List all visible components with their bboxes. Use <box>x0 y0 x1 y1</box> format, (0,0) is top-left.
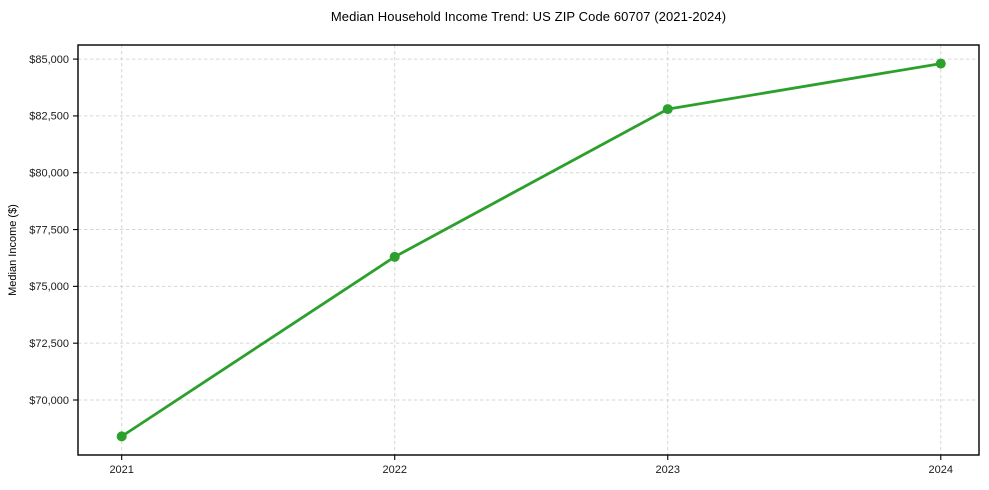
x-tick-label: 2024 <box>929 464 953 476</box>
grid-lines <box>78 45 979 455</box>
plot-border <box>77 44 980 456</box>
y-tick-label: $80,000 <box>29 168 69 180</box>
chart-title: Median Household Income Trend: US ZIP Co… <box>330 9 727 24</box>
y-tick-label: $85,000 <box>29 54 69 66</box>
data-point-marker <box>389 251 400 262</box>
y-tick-label: $75,000 <box>29 281 69 293</box>
x-tick-label: 2023 <box>656 464 680 476</box>
data-point-marker <box>935 58 946 69</box>
series-line <box>120 62 943 438</box>
x-tick-label: 2022 <box>382 464 406 476</box>
x-tick-label: 2021 <box>109 464 133 476</box>
y-tick-label: $70,000 <box>29 395 69 407</box>
axis-ticks <box>73 58 942 460</box>
y-tick-label: $77,500 <box>29 224 69 236</box>
y-tick-label: $82,500 <box>29 111 69 123</box>
data-point-marker <box>662 104 673 115</box>
data-point-marker <box>116 431 127 442</box>
y-tick-label: $72,500 <box>29 338 69 350</box>
tick-labels: $70,000 $72,500 $75,000 $77,500 $80,000 $82,5… <box>29 54 953 476</box>
